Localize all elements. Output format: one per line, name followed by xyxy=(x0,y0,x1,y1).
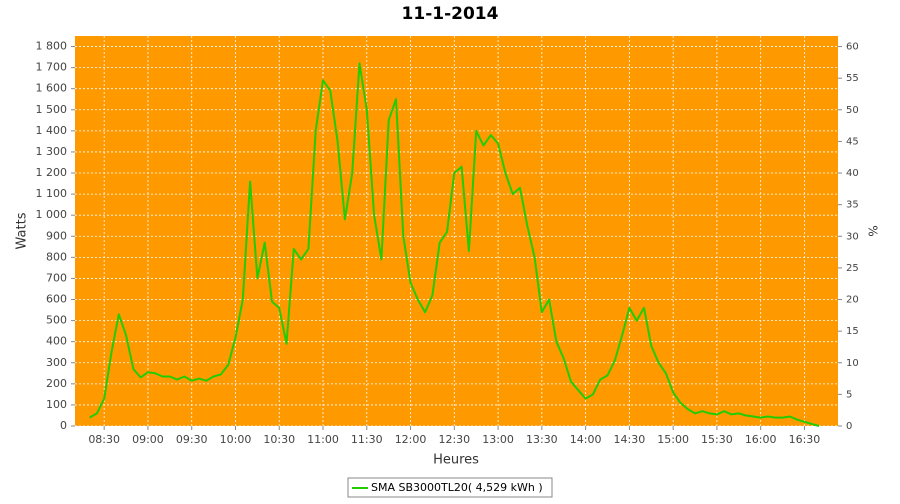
y-axis-label: Watts xyxy=(15,212,30,249)
y-tick-label: 500 xyxy=(46,314,67,327)
legend xyxy=(347,477,553,498)
x-tick-label: 16:00 xyxy=(745,433,777,446)
y2-tick-label: 50 xyxy=(846,105,859,116)
x-tick-label: 10:30 xyxy=(263,433,295,446)
y2-tick-label: 10 xyxy=(846,358,859,369)
y-tick-label: 1 400 xyxy=(36,124,68,137)
y-tick-label: 1 500 xyxy=(36,103,68,116)
x-tick-label: 16:30 xyxy=(789,433,821,446)
x-tick-label: 09:00 xyxy=(132,433,164,446)
y-tick-label: 1 700 xyxy=(36,61,68,74)
y-tick-label: 0 xyxy=(60,419,67,432)
y-tick-label: 1 800 xyxy=(36,40,68,53)
x-tick-label: 14:00 xyxy=(570,433,602,446)
y2-tick-label: 35 xyxy=(846,200,859,211)
legend-label: SMA SB3000TL20( 4,529 kWh ) xyxy=(371,481,543,494)
y2-tick-label: 60 xyxy=(846,42,859,53)
y-tick-label: 800 xyxy=(46,250,67,263)
x-tick-label: 13:00 xyxy=(482,433,514,446)
x-tick-label: 12:30 xyxy=(438,433,470,446)
y-tick-label: 1 200 xyxy=(36,166,68,179)
series-line xyxy=(89,62,820,427)
y2-tick-label: 5 xyxy=(846,389,852,400)
y2-tick-label: 30 xyxy=(846,231,859,242)
y-tick-label: 900 xyxy=(46,229,67,242)
x-tick-label: 09:30 xyxy=(176,433,208,446)
y-tick-label: 1 100 xyxy=(36,187,68,200)
x-axis-label: Heures xyxy=(433,453,479,468)
y-tick-label: 600 xyxy=(46,293,67,306)
x-tick-label: 11:30 xyxy=(351,433,383,446)
y-tick-label: 400 xyxy=(46,335,67,348)
y2-tick-label: 55 xyxy=(846,73,859,84)
y2-axis-label: % xyxy=(866,225,880,236)
y-tick-label: 300 xyxy=(46,356,67,369)
y-tick-label: 200 xyxy=(46,377,67,390)
y2-tick-label: 40 xyxy=(846,168,859,179)
y2-tick-label: 20 xyxy=(846,295,859,306)
y2-tick-label: 25 xyxy=(846,263,859,274)
x-tick-label: 12:00 xyxy=(395,433,427,446)
y-tick-label: 1 600 xyxy=(36,82,68,95)
y-tick-label: 1 000 xyxy=(36,208,68,221)
y-tick-label: 100 xyxy=(46,398,67,411)
x-tick-label: 11:00 xyxy=(307,433,339,446)
y-tick-label: 700 xyxy=(46,271,67,284)
x-tick-label: 14:30 xyxy=(614,433,646,446)
chart-title: 11-1-2014 xyxy=(402,4,499,24)
y2-tick-label: 15 xyxy=(846,326,859,337)
y-tick-label: 1 300 xyxy=(36,145,68,158)
x-tick-label: 10:00 xyxy=(220,433,252,446)
x-tick-label: 15:00 xyxy=(657,433,689,446)
y2-tick-label: 0 xyxy=(846,421,852,432)
plot-area xyxy=(75,36,838,426)
y2-tick-label: 45 xyxy=(846,136,859,147)
x-tick-label: 08:30 xyxy=(88,433,120,446)
x-tick-label: 13:30 xyxy=(526,433,558,446)
x-tick-label: 15:30 xyxy=(701,433,733,446)
